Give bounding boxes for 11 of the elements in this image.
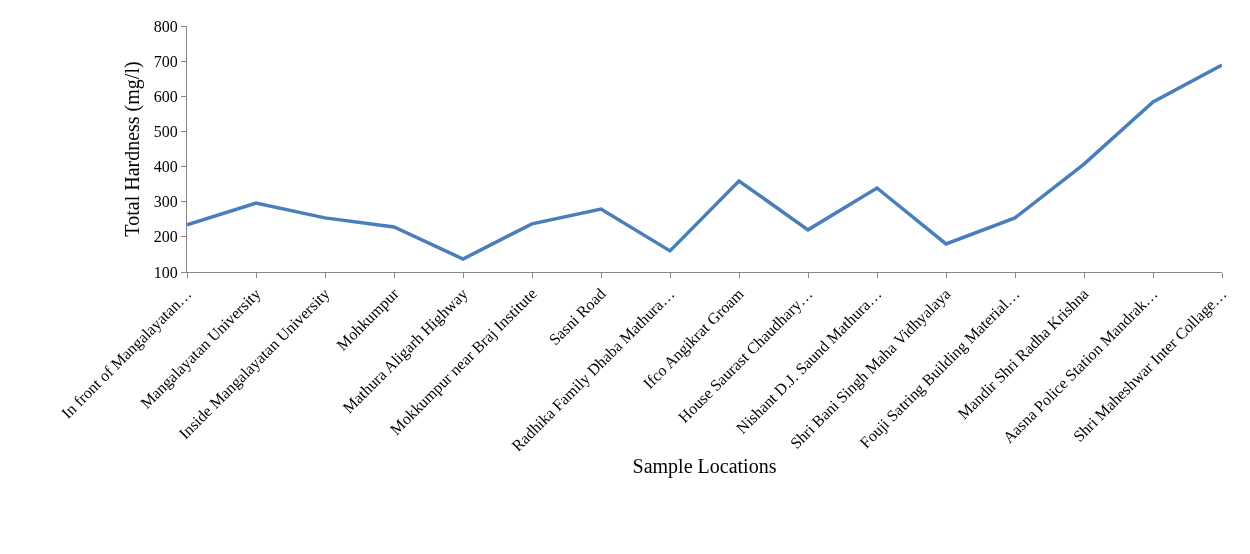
y-tick-label: 300: [153, 193, 178, 211]
y-tick-label: 500: [153, 123, 178, 141]
y-axis-title: Total Hardness (mg/l): [121, 61, 145, 237]
line-series: [187, 63, 1222, 261]
y-tick-label: 700: [153, 52, 178, 70]
y-tick-label: 100: [153, 263, 178, 281]
y-tick-label: 200: [153, 228, 178, 246]
y-tick-label: 600: [153, 87, 178, 105]
x-axis-title: Sample Locations: [632, 455, 777, 479]
y-tick-label: 800: [153, 17, 178, 35]
y-tick-label: 400: [153, 158, 178, 176]
